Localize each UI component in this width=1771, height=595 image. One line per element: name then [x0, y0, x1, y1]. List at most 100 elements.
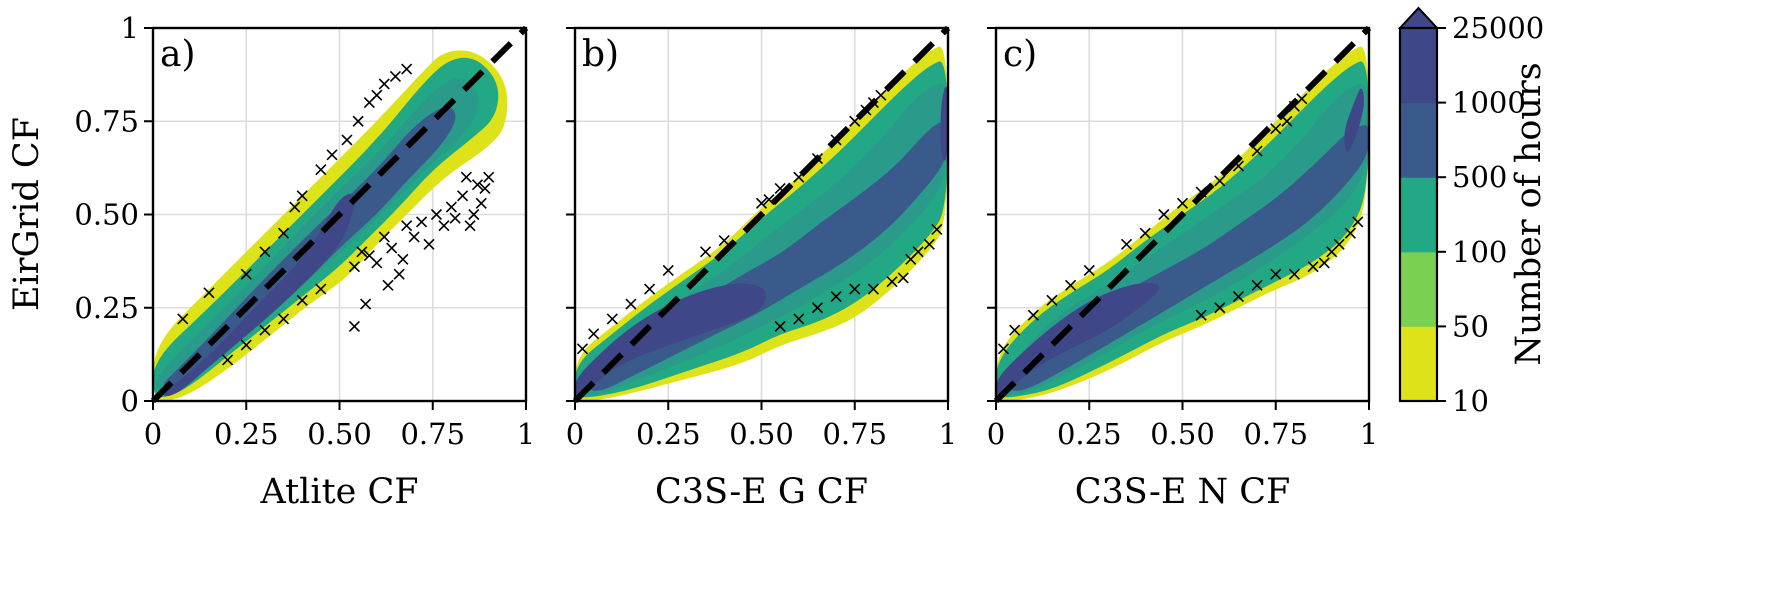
- colorbar-tick-label: 100: [1452, 235, 1507, 269]
- outlier-point: [386, 242, 398, 254]
- outlier-point: [1195, 309, 1207, 321]
- outlier-point: [1270, 123, 1282, 135]
- outlier-point: [363, 249, 375, 262]
- colorbar-segment: [1400, 102, 1437, 178]
- outlier-point: [699, 246, 712, 258]
- outlier-point: [352, 115, 364, 127]
- outlier-point: [389, 70, 402, 83]
- contour-area-c: [996, 46, 1369, 401]
- outlier-point: [378, 78, 390, 90]
- x-tick-label-a: 0.50: [307, 417, 372, 451]
- outlier-point: [755, 197, 768, 209]
- outlier-point: [408, 231, 420, 243]
- outlier-point: [460, 171, 472, 183]
- y-tick-label-a: 0: [121, 384, 139, 418]
- outlier-point: [315, 164, 327, 176]
- density-peak-b-0: [940, 86, 948, 161]
- outlier-point: [401, 220, 413, 232]
- outlier-point: [886, 276, 898, 288]
- colorbar-segment: [1400, 177, 1437, 253]
- outlier-point: [341, 134, 353, 146]
- outlier-point: [240, 268, 252, 280]
- density-band-c-4: [996, 282, 1160, 396]
- outlier-point: [1009, 324, 1021, 336]
- x-tick-label-b: 1: [939, 417, 957, 451]
- outlier-point: [662, 264, 674, 277]
- outlier-point: [296, 294, 308, 306]
- outlier-point: [356, 246, 368, 258]
- outlier-point: [397, 253, 409, 265]
- outlier-point: [793, 313, 805, 325]
- outlier-point: [1139, 227, 1151, 239]
- outlier-point: [1176, 197, 1189, 209]
- outlier-point: [438, 220, 450, 232]
- outlier-point: [277, 227, 290, 239]
- x-axis-label-a: Atlite CF: [259, 472, 418, 512]
- outlier-point: [464, 220, 476, 232]
- outlier-point: [1046, 294, 1058, 306]
- outlier-point: [576, 343, 589, 355]
- outlier-point: [382, 279, 394, 291]
- outlier-point: [1344, 227, 1356, 239]
- outlier-point: [401, 63, 413, 75]
- outlier-point: [315, 283, 327, 295]
- outlier-point: [475, 197, 487, 209]
- outlier-point: [588, 328, 600, 340]
- outlier-point: [423, 238, 435, 250]
- identity-line-a: [150, 25, 529, 404]
- colorbar-frame: [1398, 26, 1439, 403]
- x-tick-label-c: 0.25: [1057, 417, 1122, 451]
- x-tick-label-b: 0.25: [636, 417, 701, 451]
- outlier-point: [1352, 216, 1364, 228]
- x-tick-label-c: 0.75: [1243, 417, 1308, 451]
- colorbar-tick-label: 50: [1452, 309, 1489, 343]
- outlier-point: [483, 171, 495, 183]
- outlier-point: [445, 201, 457, 213]
- outlier-point: [763, 194, 775, 206]
- colorbar-tick-label: 25000: [1452, 11, 1544, 45]
- y-axis-label: EirGrid CF: [7, 117, 47, 311]
- contour-area-b: [575, 46, 948, 401]
- outlier-point: [1270, 268, 1282, 280]
- x-tick-label-a: 0.75: [400, 417, 465, 451]
- outlier-point: [222, 354, 234, 366]
- x-tick-label-a: 0: [144, 417, 162, 451]
- outlier-point: [240, 339, 252, 351]
- outlier-point: [457, 190, 469, 202]
- outlier-point: [1158, 208, 1170, 221]
- outlier-point: [259, 246, 271, 258]
- outlier-point: [1307, 261, 1319, 273]
- outlier-point: [326, 149, 338, 161]
- colorbar-extend-arrow: [1397, 6, 1440, 29]
- outlier-point: [289, 201, 301, 213]
- outlier-point: [830, 290, 842, 303]
- density-band-b-4: [575, 283, 767, 396]
- outlier-point: [430, 208, 443, 221]
- density-peak-c-0: [1344, 88, 1365, 152]
- outlier-point: [1251, 279, 1263, 291]
- outlier-point: [348, 320, 360, 332]
- colorbar-tick-label: 1000: [1452, 86, 1526, 120]
- x-tick-label-a: 1: [517, 417, 535, 451]
- outlier-point: [1065, 279, 1077, 291]
- outlier-point: [1333, 238, 1345, 250]
- x-tick-label-c: 1: [1360, 417, 1378, 451]
- outlier-point: [259, 324, 271, 336]
- outlier-point: [606, 313, 618, 325]
- outlier-point: [177, 313, 189, 325]
- outlier-point: [912, 246, 924, 258]
- panel-c: 0 0.25 0.50 0.75 1: [987, 25, 1378, 451]
- outlier-point: [360, 298, 372, 310]
- outlier-point: [774, 320, 786, 332]
- panel-a: 00 0.25 0.25 0.50 0.50 0.75 0.75 1 1: [74, 11, 535, 451]
- identity-line-c: [993, 25, 1372, 404]
- outlier-point: [644, 283, 656, 295]
- x-axis-label-b: C3S-E G CF: [655, 472, 868, 512]
- outlier-point: [348, 261, 360, 273]
- outlier-point: [1120, 238, 1133, 250]
- outlier-point: [378, 231, 390, 243]
- colorbar-label: Number of hours: [1509, 62, 1549, 365]
- x-tick-label-b: 0.75: [822, 417, 887, 451]
- outlier-point: [625, 298, 637, 310]
